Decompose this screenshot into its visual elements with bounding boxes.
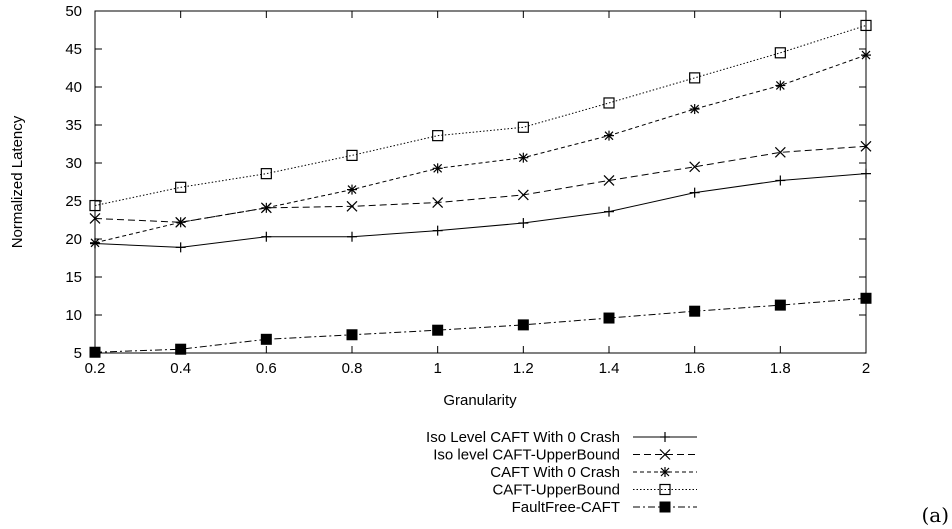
data-point	[603, 175, 615, 186]
y-tick-label: 50	[65, 3, 82, 20]
data-point	[261, 231, 272, 242]
legend-entry: FaultFree-CAFT	[512, 499, 697, 516]
series-line	[94, 297, 867, 353]
data-point	[518, 152, 529, 163]
data-point	[689, 72, 701, 84]
data-point	[346, 329, 358, 341]
data-point	[689, 187, 700, 198]
data-point	[432, 197, 444, 208]
series-3	[89, 19, 872, 212]
x-tick-label: 0.8	[342, 360, 363, 377]
x-tick-label: 1	[433, 360, 441, 377]
data-point	[89, 213, 101, 224]
data-point	[175, 217, 186, 228]
y-tick-label: 5	[74, 345, 82, 362]
legend-swatch-marker	[660, 467, 670, 477]
x-tick-label: 1.4	[599, 360, 620, 377]
data-point	[517, 189, 529, 201]
data-point	[432, 130, 444, 142]
data-point	[604, 130, 614, 141]
legend-label: Iso Level CAFT With 0 Crash	[426, 429, 620, 446]
data-point	[347, 184, 357, 195]
data-point	[432, 163, 443, 174]
legend-entry: Iso level CAFT-UpperBound	[433, 447, 697, 464]
series-layer	[89, 19, 872, 358]
data-point	[517, 121, 529, 133]
y-tick-label: 10	[65, 307, 82, 324]
y-tick-label: 35	[65, 117, 82, 134]
data-point	[775, 80, 786, 91]
x-axis-title: Granularity	[443, 392, 517, 409]
data-point	[346, 200, 358, 212]
data-point	[175, 242, 186, 253]
data-point	[517, 319, 529, 331]
legend-swatch-marker	[660, 432, 670, 442]
data-point	[861, 168, 871, 179]
legend-entry: CAFT-UpperBound	[492, 482, 697, 499]
data-point	[432, 324, 444, 336]
data-point	[175, 343, 187, 355]
legend-swatch-marker	[659, 501, 671, 513]
legend-label: CAFT With 0 Crash	[490, 464, 620, 481]
y-tick-label: 20	[65, 231, 82, 248]
y-tick-label: 40	[65, 79, 82, 96]
legend-label: CAFT-UpperBound	[492, 482, 620, 499]
panel-label: (a)	[921, 503, 949, 527]
data-point	[89, 346, 101, 358]
data-point	[90, 237, 100, 248]
legend-label: FaultFree-CAFT	[512, 499, 620, 516]
data-point	[603, 97, 615, 109]
data-point	[260, 333, 272, 345]
legend-entry: CAFT With 0 Crash	[490, 464, 697, 481]
x-tick-label: 0.2	[85, 360, 106, 377]
legend-label: Iso level CAFT-UpperBound	[433, 447, 620, 464]
x-tick-label: 1.6	[684, 360, 705, 377]
data-point	[346, 149, 358, 161]
series-2	[90, 50, 871, 248]
x-tick-label: 1.2	[513, 360, 534, 377]
data-point	[604, 206, 614, 217]
data-point	[689, 161, 701, 173]
data-point	[689, 305, 701, 317]
data-point	[518, 218, 529, 229]
legend-swatch-marker	[659, 483, 671, 496]
data-point	[261, 202, 272, 213]
data-point	[347, 231, 357, 242]
data-point	[861, 50, 871, 61]
data-point	[260, 168, 272, 180]
data-point	[89, 199, 101, 212]
data-point	[860, 19, 872, 32]
data-point	[860, 292, 872, 304]
axis-ticks: 0.2 0.4 0.6 0.8 1 1.2 1.4 1.6 1.8 251015202530354…	[65, 3, 870, 377]
data-point	[774, 299, 786, 311]
x-tick-label: 1.8	[770, 360, 791, 377]
y-tick-label: 15	[65, 269, 82, 286]
series-line	[94, 173, 867, 248]
y-tick-label: 30	[65, 155, 82, 172]
legend-entry: Iso Level CAFT With 0 Crash	[426, 429, 697, 446]
series-4	[89, 292, 872, 358]
data-point	[432, 225, 443, 236]
x-tick-label: 0.4	[170, 360, 191, 377]
data-point	[775, 175, 786, 186]
plot-frame	[94, 10, 867, 354]
data-point	[175, 181, 187, 193]
y-tick-label: 45	[65, 41, 82, 58]
x-tick-label: 0.6	[256, 360, 277, 377]
data-point	[603, 312, 615, 324]
series-line	[94, 145, 867, 223]
legend-swatch-marker	[659, 449, 671, 460]
series-line	[94, 54, 867, 244]
y-tick-label: 25	[65, 193, 82, 210]
data-point	[689, 104, 700, 115]
y-axis-title: Normalized Latency	[9, 115, 26, 248]
series-0	[90, 168, 871, 253]
series-line	[94, 24, 867, 207]
x-tick-label: 2	[862, 360, 870, 377]
data-point	[860, 140, 872, 152]
data-point	[774, 47, 786, 59]
data-point	[774, 146, 786, 158]
